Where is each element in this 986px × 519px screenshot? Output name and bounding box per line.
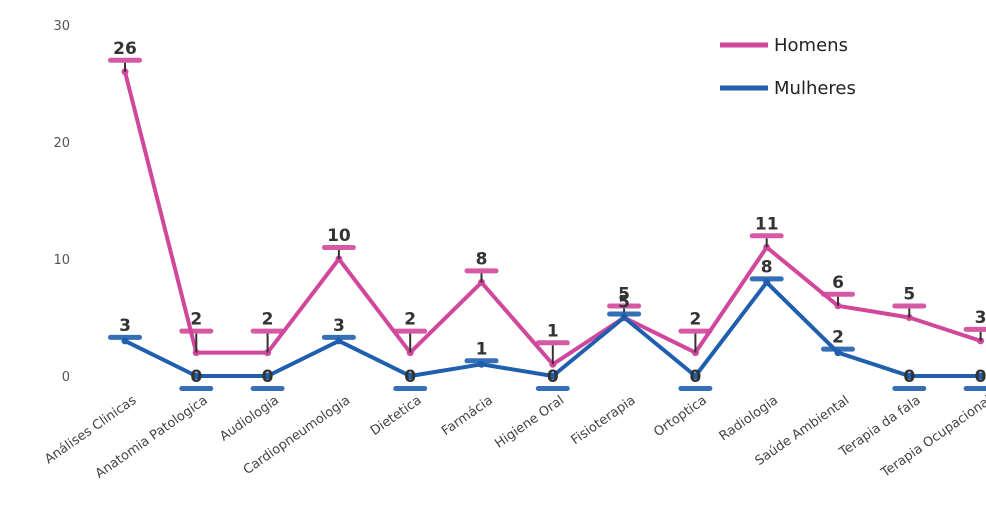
data-label: 8 (761, 257, 773, 277)
data-label-marker (108, 57, 142, 63)
data-label-marker (393, 386, 428, 391)
data-label-marker (892, 303, 927, 309)
data-label-marker (892, 386, 927, 391)
data-label-marker (535, 386, 570, 391)
x-tick-label: Radiologia (717, 393, 781, 444)
data-label-marker (678, 386, 713, 391)
data-label: 3 (975, 308, 986, 328)
data-label-marker (250, 386, 285, 391)
data-point-mulheres (264, 372, 272, 380)
data-label-marker (607, 311, 642, 317)
data-label: 2 (262, 310, 274, 330)
data-label-marker (607, 303, 642, 309)
data-label-marker (393, 328, 428, 334)
data-point-mulheres (691, 372, 699, 380)
legend-label-mulheres: Mulheres (774, 78, 856, 99)
data-label: 3 (333, 316, 345, 336)
y-tick-label: 30 (53, 19, 70, 34)
data-label: 1 (547, 321, 559, 341)
data-label: 26 (113, 39, 137, 59)
x-tick-label: Ortoptica (651, 393, 709, 440)
data-label-marker (179, 328, 214, 334)
data-point-mulheres (905, 372, 913, 380)
data-label-marker (464, 268, 499, 274)
data-label: 0 (190, 367, 202, 387)
data-label-marker (535, 340, 570, 346)
data-label: 5 (618, 293, 630, 313)
data-label: 8 (476, 249, 488, 269)
data-label: 2 (190, 310, 202, 330)
data-label-marker (678, 328, 713, 334)
data-label-marker (749, 233, 784, 239)
x-tick-label: Fisioterapia (569, 393, 639, 448)
y-axis-ticks: 0 10 20 30 (53, 19, 70, 385)
data-label: 0 (262, 367, 274, 387)
data-point-mulheres (192, 372, 200, 380)
data-label: 10 (327, 226, 351, 246)
data-label: 0 (903, 367, 915, 387)
data-label-marker (250, 328, 285, 334)
y-tick-label: 0 (62, 370, 70, 385)
data-label-marker (321, 245, 356, 250)
data-label: 1 (476, 339, 488, 359)
y-tick-label: 10 (53, 253, 70, 268)
data-label: 2 (689, 310, 701, 330)
data-label-marker (821, 346, 855, 352)
data-label: 11 (755, 214, 779, 234)
data-label-marker (821, 291, 855, 297)
legend-label-homens: Homens (774, 35, 848, 56)
data-label: 0 (404, 367, 416, 387)
x-tick-label: Audiologia (217, 393, 282, 444)
data-point-mulheres (977, 372, 985, 380)
data-label: 5 (903, 285, 915, 305)
data-label-marker (963, 326, 986, 332)
data-label: 6 (832, 273, 844, 293)
y-tick-label: 20 (53, 136, 70, 151)
data-label: 2 (832, 328, 844, 348)
data-point-mulheres (406, 372, 414, 380)
data-label-marker (464, 358, 499, 364)
data-label-marker (179, 386, 214, 391)
data-point-mulheres (549, 372, 557, 380)
x-tick-label: Farmácia (439, 393, 496, 439)
x-tick-label: Dietetica (368, 393, 425, 439)
data-label-marker (963, 386, 986, 391)
data-label: 3 (119, 316, 131, 336)
data-label-marker (321, 334, 356, 340)
data-label: 0 (547, 367, 559, 387)
data-label: 5 (618, 285, 630, 305)
legend: Homens Mulheres (720, 35, 856, 99)
data-label: 0 (689, 367, 701, 387)
data-label-marker (108, 334, 142, 340)
x-tick-label: Terapia Ocupacional (878, 393, 986, 481)
data-label: 2 (404, 310, 416, 330)
data-label-marker (749, 276, 784, 282)
data-label: 0 (975, 367, 986, 387)
x-tick-label: Higiene Oral (492, 393, 567, 452)
